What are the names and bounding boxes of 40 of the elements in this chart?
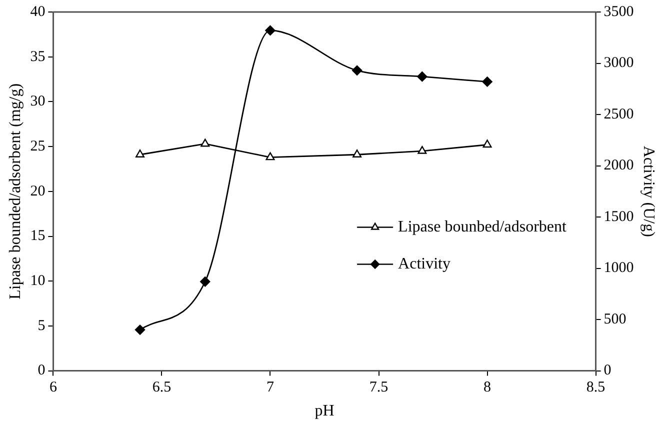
point — [418, 146, 427, 154]
y-axis-title: Lipase bounded/adsorbent (mg/g) — [6, 83, 24, 300]
point — [266, 152, 275, 160]
point — [265, 25, 276, 36]
y-tick-label: 25 — [30, 138, 46, 154]
legend-label: Activity — [398, 255, 450, 272]
y2-tick-label: 1000 — [604, 260, 634, 276]
y-tick-label: 0 — [38, 362, 46, 379]
y-tick-label: 10 — [30, 273, 46, 290]
point — [417, 71, 428, 82]
y-tick-label: 15 — [30, 228, 46, 244]
x-tick-label: 7 — [266, 380, 274, 396]
x-tick-label: 8.5 — [586, 380, 606, 396]
point — [136, 150, 145, 158]
y2-tick-label: 3000 — [604, 55, 634, 72]
y-tick-label: 5 — [38, 318, 46, 334]
legend-label: Lipase bounbed/adsorbent — [398, 218, 568, 236]
x-tick-label: 6 — [49, 380, 58, 396]
y-tick-label: 35 — [30, 48, 46, 65]
point — [482, 76, 492, 87]
y2-tick-label: 2000 — [604, 158, 634, 174]
point — [352, 150, 362, 158]
y2-tick-label: 2500 — [604, 106, 634, 122]
y-tick-label: 40 — [30, 4, 46, 20]
y2-axis-title: Activity (U/g) — [640, 146, 658, 237]
x-tick-label: 7.5 — [369, 380, 388, 396]
point — [200, 276, 210, 287]
point — [200, 138, 210, 147]
point — [134, 324, 146, 335]
y-tick-label: 20 — [30, 183, 46, 200]
point — [482, 140, 492, 148]
y2-tick-label: 500 — [604, 311, 626, 328]
y2-tick-label: 1500 — [604, 208, 634, 225]
y-tick-label: 30 — [30, 94, 46, 110]
y2-tick-label: 3500 — [604, 4, 634, 20]
y2-tick-label: 0 — [604, 362, 612, 379]
x-tick-label: 6.5 — [152, 380, 172, 396]
x-axis-title: pH — [314, 402, 335, 420]
x-tick-label: 8 — [484, 380, 492, 396]
point — [352, 65, 362, 76]
